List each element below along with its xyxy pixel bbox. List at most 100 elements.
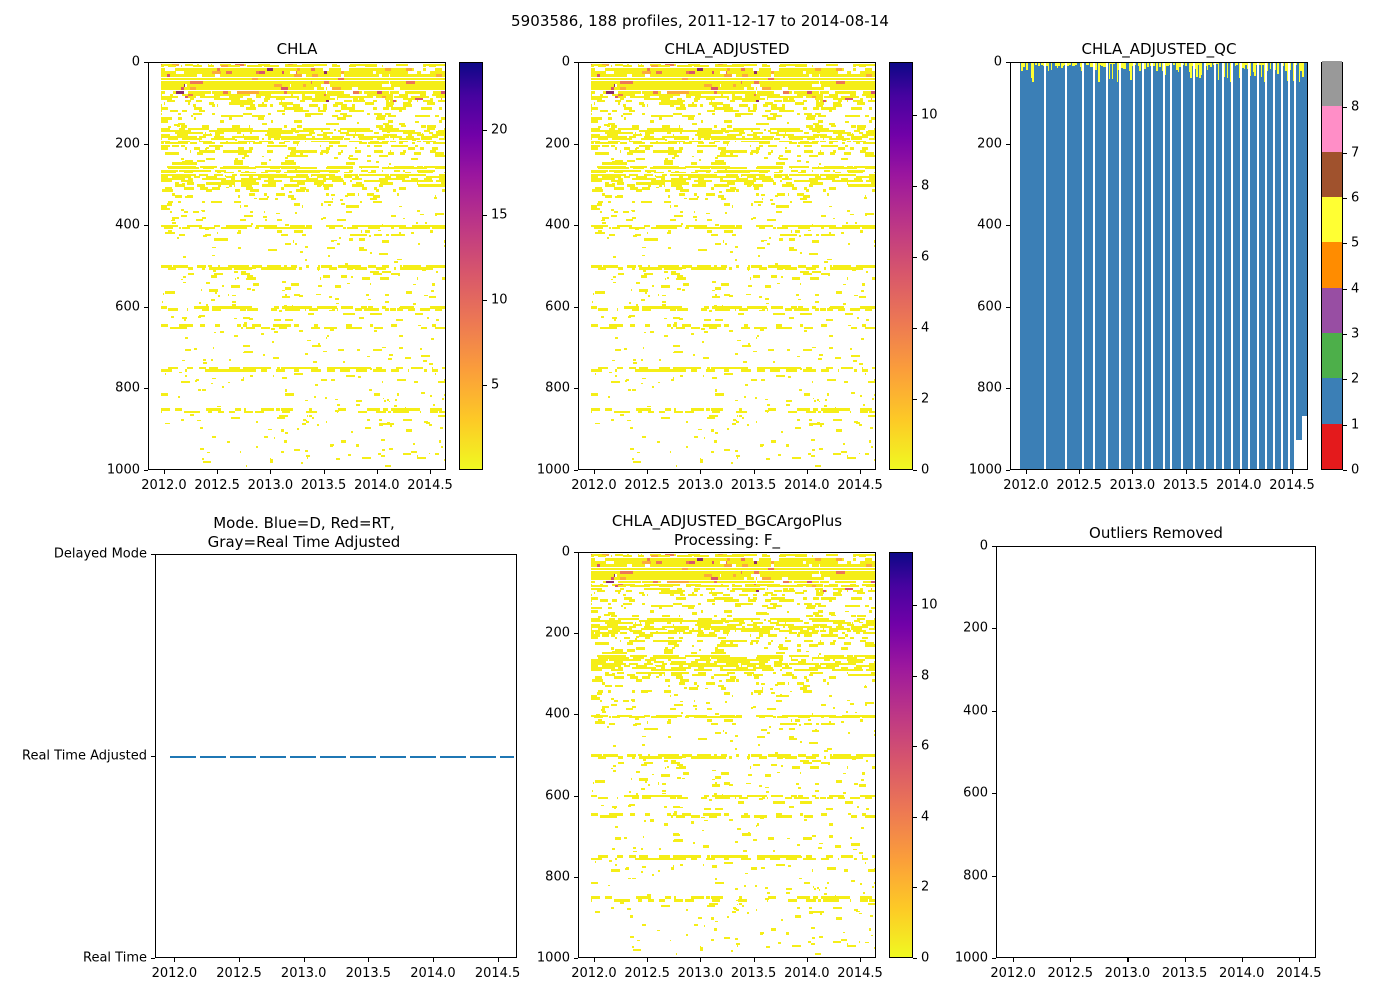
qc-profile-gap <box>1119 63 1122 469</box>
y-tick-label: 200 <box>545 625 570 641</box>
qc-flag5-segment <box>1216 63 1219 65</box>
y-tick-label: 0 <box>131 54 140 70</box>
qc-profile-bar <box>1208 63 1211 469</box>
x-tick-mark <box>1185 470 1187 474</box>
qc-flag5-segment <box>1061 63 1064 69</box>
qc-profile-bar <box>1260 63 1263 469</box>
panel-bgcargoplus-axes[interactable] <box>578 552 876 958</box>
y-tick-label: 0 <box>561 54 570 70</box>
qc-profile-bar <box>1191 63 1194 469</box>
qc-flag5-segment <box>1079 63 1082 67</box>
y-tick-label: 400 <box>545 706 570 722</box>
x-tick-mark <box>1013 958 1015 962</box>
qc-colorbar-tick-label: 0 <box>1351 462 1360 478</box>
qc-flag5-segment <box>1091 63 1095 67</box>
x-tick-label: 2014.5 <box>837 478 883 493</box>
qc-profile-gap <box>1106 63 1109 469</box>
qc-colorbar[interactable] <box>1321 61 1343 470</box>
y-tick-label: 0 <box>979 538 988 554</box>
qc-profile-bar <box>1252 63 1255 469</box>
qc-profile-gap <box>1151 63 1154 469</box>
panel-chla-adjusted-qc-axes[interactable] <box>1010 62 1308 470</box>
qc-flag5-segment <box>1047 63 1050 71</box>
qc-profile-gap <box>1294 63 1297 469</box>
qc-profile-bar <box>1306 63 1307 414</box>
qc-profile-bar <box>1243 63 1246 469</box>
qc-profile-bar <box>1171 63 1174 469</box>
qc-profile-bar <box>1099 63 1102 469</box>
qc-flag5-segment <box>1295 63 1298 65</box>
qc-flag5-segment <box>1179 63 1182 68</box>
colorbar-tick-mark <box>483 385 487 387</box>
y-tick-label: 400 <box>545 217 570 233</box>
qc-flag5-segment <box>1159 63 1162 68</box>
qc-profile-bar <box>1194 63 1197 469</box>
mode-x-tick-mark <box>303 958 305 962</box>
qc-profile-bar <box>1045 63 1049 469</box>
qc-profile-bar <box>1298 63 1301 469</box>
qc-profile-gap <box>1272 63 1275 469</box>
qc-flag5-segment <box>1259 63 1262 66</box>
qc-flag5-segment <box>1065 63 1068 65</box>
qc-profile-bar <box>1052 63 1055 469</box>
qc-profile-bar <box>1300 63 1303 469</box>
x-tick-label: 2014.5 <box>1269 478 1315 493</box>
x-tick-label: 2014.5 <box>1276 966 1322 981</box>
x-tick-label: 2012.5 <box>624 478 670 493</box>
y-tick-mark <box>143 306 148 308</box>
qc-profile-bar <box>1058 63 1061 469</box>
bgcargoplus-colorbar[interactable] <box>889 552 913 958</box>
mode-x-tick-mark <box>432 958 435 962</box>
x-tick-mark <box>1241 958 1243 962</box>
qc-profile-bar <box>1053 63 1056 469</box>
panel-mode-axes[interactable] <box>155 554 517 958</box>
qc-colorbar-tick-mark <box>1343 198 1347 200</box>
x-tick-mark <box>323 470 325 474</box>
panel-chla-adjusted-axes[interactable] <box>578 62 876 470</box>
qc-colorbar-segment-6 <box>1322 151 1342 197</box>
qc-profile-bar <box>1062 63 1065 469</box>
qc-flag5-segment <box>1101 63 1104 66</box>
qc-profile-bar <box>1147 63 1150 469</box>
x-tick-mark <box>593 470 596 474</box>
x-tick-mark <box>1238 470 1240 474</box>
qc-flag5-segment <box>1205 63 1208 66</box>
qc-profile-bar <box>1268 63 1271 469</box>
qc-profile-bar <box>1047 63 1050 469</box>
qc-colorbar-tick-label: 4 <box>1351 281 1360 297</box>
qc-flag5-segment <box>1260 63 1263 77</box>
qc-flag5-segment <box>1242 63 1245 68</box>
x-tick-label: 2013.5 <box>730 966 777 981</box>
qc-flag5-segment <box>1306 63 1307 66</box>
qc-flag5-segment <box>1104 63 1107 68</box>
y-tick-mark <box>1005 62 1010 64</box>
qc-profile-bar <box>1185 63 1188 469</box>
x-tick-label: 2012.0 <box>141 478 187 493</box>
qc-profile-bar <box>1266 63 1269 469</box>
x-tick-label: 2012.5 <box>194 478 240 493</box>
x-tick-label: 2013.5 <box>300 478 347 493</box>
panel-outliers-removed-axes[interactable] <box>996 546 1316 958</box>
x-tick-label: 2014.5 <box>407 478 453 493</box>
qc-profile-bar <box>1102 63 1105 469</box>
y-tick-mark <box>573 388 578 390</box>
panel-chla-axes[interactable] <box>148 62 446 470</box>
y-tick-label: 400 <box>115 217 140 233</box>
mode-y-tick-label: Real Time Adjusted <box>22 748 147 764</box>
qc-flag5-segment <box>1254 63 1257 77</box>
y-tick-label: 600 <box>977 299 1002 315</box>
chla-colorbar[interactable] <box>459 62 483 470</box>
qc-profile-bar <box>1206 63 1210 469</box>
x-tick-mark <box>647 958 649 962</box>
qc-flag5-segment <box>1190 63 1193 79</box>
qc-flag5-segment <box>1165 63 1168 66</box>
chla-adjusted-colorbar[interactable] <box>889 62 913 470</box>
qc-profile-bar <box>1174 63 1177 469</box>
qc-flag5-segment <box>1075 63 1078 66</box>
y-tick-mark <box>143 62 148 64</box>
qc-profile-bar <box>1024 63 1027 469</box>
mode-y-tick-label: Delayed Mode <box>53 546 147 562</box>
colorbar-tick-mark <box>913 746 917 748</box>
qc-profile-bar <box>1131 63 1134 469</box>
y-tick-mark <box>991 546 996 548</box>
